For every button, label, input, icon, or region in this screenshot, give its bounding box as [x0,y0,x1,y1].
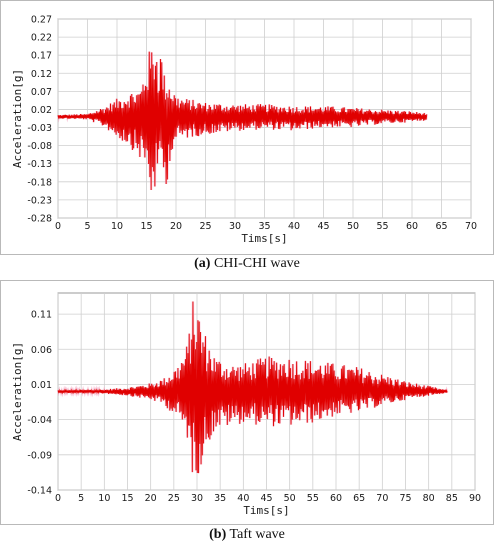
chichi-x-tick-label: 55 [376,221,388,232]
taft-x-tick-label: 10 [98,493,110,504]
chichi-x-tick-label: 45 [317,221,329,232]
taft-x-tick-label: 55 [307,493,319,504]
chichi-x-tick-label: 0 [55,221,61,232]
chart-panel-chichi: 0 5 10 15 20 25 30 35 40 45 50 55 60 65 70 0.27 0.22 0.17… [0,0,494,255]
chichi-x-tick-label: 25 [199,221,211,232]
taft-x-tick-label: 5 [78,493,84,504]
chichi-x-tick-label: 10 [111,221,123,232]
taft-x-tick-label: 15 [121,493,133,504]
taft-chart: 0 5 10 15 20 25 30 35 40 45 50 55 60 65 70 75 80 85 90 0.11… [11,292,481,517]
taft-x-tick-label: 30 [191,493,203,504]
taft-caption-text: Taft wave [226,527,285,542]
taft-x-tick-label: 65 [353,493,365,504]
chichi-y-tick-label: 0.17 [31,51,52,62]
chichi-x-tick-label: 15 [140,221,152,232]
taft-y-tick-label: 0.01 [31,380,52,391]
taft-y-tick-label: -0.09 [27,450,52,461]
chichi-y-tick-label: -0.23 [27,195,52,206]
chichi-x-tick-label: 70 [465,221,477,232]
chichi-y-tick-label: 0.12 [31,69,52,80]
taft-y-axis-label: Acceleration[g] [11,342,24,441]
chichi-caption: (a) CHI-CHI wave [0,256,494,272]
chichi-x-tick-label: 5 [84,221,90,232]
taft-x-tick-label: 60 [330,493,342,504]
taft-x-tick-label: 80 [423,493,435,504]
taft-x-tick-label: 45 [260,493,272,504]
taft-x-axis-label: Tims[s] [243,504,289,517]
chichi-x-tick-label: 65 [435,221,447,232]
chichi-y-axis-label: Acceleration[g] [11,69,24,168]
chichi-waveform-line [57,51,428,190]
chichi-y-tick-label: -0.03 [27,123,52,134]
chichi-x-axis-label: Tims[s] [241,232,287,245]
taft-x-tick-label: 85 [446,493,458,504]
chichi-x-tick-label: 30 [229,221,241,232]
chichi-x-tick-label: 20 [170,221,182,232]
taft-x-tick-label: 35 [214,493,226,504]
chichi-chart: 0 5 10 15 20 25 30 35 40 45 50 55 60 65 70 0.27 0.22 0.17… [11,15,477,246]
chichi-y-tick-label: 0.22 [31,33,52,44]
taft-x-tick-label: 50 [284,493,296,504]
taft-y-tick-label: 0.06 [31,345,52,356]
taft-x-tick-label: 0 [55,493,61,504]
taft-x-tick-label: 90 [469,493,481,504]
chichi-x-tick-label: 35 [258,221,270,232]
chichi-y-tick-label: -0.13 [27,159,52,170]
chichi-y-tick-label: -0.18 [27,177,52,188]
chichi-x-tick-label: 60 [406,221,418,232]
chichi-y-tick-label: 0.27 [31,15,52,26]
taft-caption-label: (b) [209,527,227,542]
chichi-y-tick-label: 0.07 [31,87,52,98]
taft-x-tick-label: 20 [145,493,157,504]
chichi-caption-text: CHI-CHI wave [210,256,300,271]
taft-x-tick-label: 75 [399,493,411,504]
taft-waveform-line [57,301,448,474]
chichi-x-tick-label: 50 [347,221,359,232]
taft-x-tick-label: 40 [237,493,249,504]
taft-y-tick-label: -0.04 [27,415,52,426]
taft-y-tick-label: -0.14 [27,486,52,497]
taft-x-tick-label: 70 [376,493,388,504]
taft-x-tick-label: 25 [168,493,180,504]
chichi-y-tick-label: 0.02 [31,105,52,116]
chichi-caption-label: (a) [194,256,211,271]
taft-caption: (b) Taft wave [0,527,494,543]
chichi-y-tick-label: -0.28 [27,214,52,225]
chichi-y-tick-label: -0.08 [27,141,52,152]
chichi-x-tick-label: 40 [288,221,300,232]
taft-y-tick-label: 0.11 [31,310,52,321]
chart-panel-taft: 0 5 10 15 20 25 30 35 40 45 50 55 60 65 70 75 80 85 90 0.11… [0,280,494,525]
